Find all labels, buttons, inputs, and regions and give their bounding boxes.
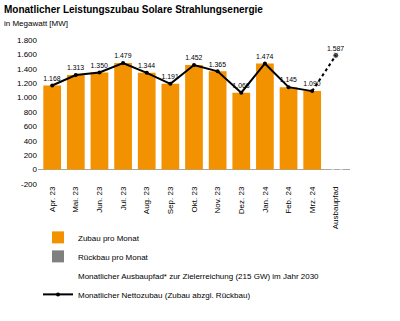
- svg-text:Mrz. 24: Mrz. 24: [308, 186, 317, 213]
- svg-text:200: 200: [24, 151, 38, 160]
- svg-text:Monatlicher Nettozubau (Zubau: Monatlicher Nettozubau (Zubau abzgl. Rüc…: [78, 291, 250, 300]
- svg-text:800: 800: [24, 108, 38, 117]
- svg-text:1.400: 1.400: [17, 65, 38, 74]
- svg-text:1.452: 1.452: [185, 54, 202, 61]
- svg-text:1.587: 1.587: [327, 45, 344, 52]
- svg-text:1.200: 1.200: [17, 79, 38, 88]
- svg-text:Okt. 23: Okt. 23: [190, 186, 199, 212]
- svg-text:Jul. 23: Jul. 23: [119, 186, 128, 210]
- svg-text:1.600: 1.600: [17, 50, 38, 59]
- svg-text:Mai. 23: Mai. 23: [71, 186, 80, 213]
- svg-text:Monatlicher Leistungszubau Sol: Monatlicher Leistungszubau Solare Strahl…: [4, 4, 263, 28]
- svg-text:1.168: 1.168: [43, 75, 60, 82]
- svg-text:Jan. 24: Jan. 24: [261, 186, 270, 213]
- svg-text:1.474: 1.474: [256, 53, 273, 60]
- svg-text:1.313: 1.313: [67, 64, 84, 71]
- svg-text:1.090: 1.090: [303, 80, 320, 87]
- svg-text:Monatlicher Ausbaupfad* zur Zi: Monatlicher Ausbaupfad* zur Zielerreichu…: [78, 272, 319, 281]
- svg-text:1.191: 1.191: [162, 73, 179, 80]
- svg-text:-200: -200: [21, 180, 38, 189]
- svg-text:0: 0: [33, 165, 38, 174]
- svg-text:Zubau pro Monat: Zubau pro Monat: [78, 234, 140, 243]
- svg-text:1.344: 1.344: [138, 62, 155, 69]
- svg-text:1.350: 1.350: [91, 62, 108, 69]
- svg-text:400: 400: [24, 137, 38, 146]
- svg-text:Sep. 23: Sep. 23: [166, 186, 175, 214]
- svg-text:1.800: 1.800: [17, 36, 38, 45]
- svg-text:Rückbau pro Monat: Rückbau pro Monat: [78, 253, 149, 262]
- svg-text:Nov. 23: Nov. 23: [213, 186, 222, 214]
- svg-text:1.000: 1.000: [17, 93, 38, 102]
- svg-text:Ausbaupfad: Ausbaupfad: [331, 187, 340, 230]
- svg-text:Dez. 23: Dez. 23: [237, 186, 246, 214]
- svg-text:1.365: 1.365: [209, 61, 226, 68]
- svg-text:Feb. 24: Feb. 24: [284, 186, 293, 214]
- svg-text:Jun. 23: Jun. 23: [95, 186, 104, 213]
- svg-text:1.479: 1.479: [114, 52, 131, 59]
- svg-text:600: 600: [24, 122, 38, 131]
- svg-text:1.145: 1.145: [280, 76, 297, 83]
- svg-text:Aug. 23: Aug. 23: [142, 186, 151, 214]
- svg-text:Apr. 23: Apr. 23: [48, 186, 57, 212]
- svg-text:1.068: 1.068: [232, 82, 249, 89]
